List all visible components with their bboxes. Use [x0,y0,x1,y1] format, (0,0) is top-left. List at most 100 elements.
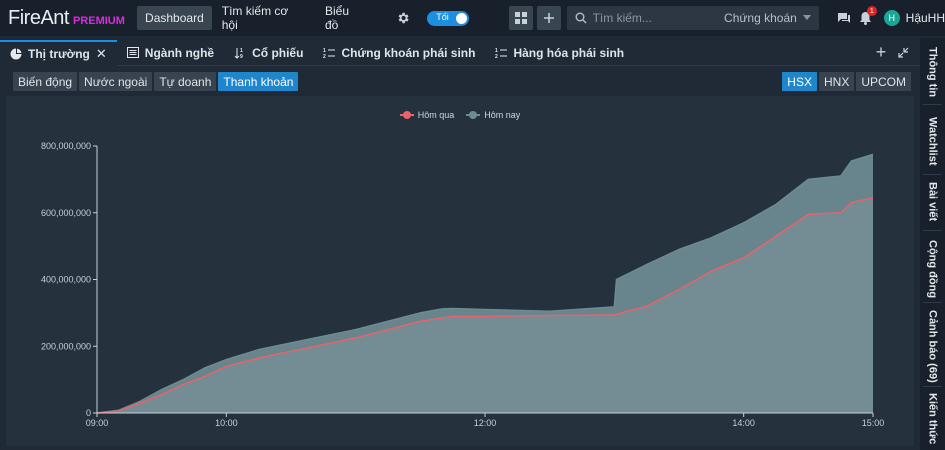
search-input[interactable]: Tìm kiếm... [592,11,652,25]
legend-swatch-today [466,111,481,119]
notification-badge: 1 [866,6,877,16]
exchange-selector: HSX HNX UPCOM [780,72,911,91]
search-box[interactable]: Tìm kiếm... Chứng khoán [566,6,819,30]
chat-icon[interactable] [837,12,851,25]
avatar[interactable]: H [883,10,900,26]
sidebar-item-info[interactable]: Thông tin [920,42,945,102]
legend-swatch-yesterday [399,111,414,119]
exchange-hnx[interactable]: HNX [818,72,855,91]
sort-icon: 19 [234,47,243,59]
exchange-hsx[interactable]: HSX [782,72,817,91]
plot-area: 0 200,000,000 400,000,000 600,000,000 800,00… [41,141,884,428]
chevron-down-icon [802,15,811,20]
sidebar-item-community-label: Cộng đồng [926,239,939,299]
sidebar-divider [923,230,942,231]
legend-label-today: Hôm nay [484,110,521,120]
logo-text: FireAnt [8,6,69,29]
notification-bell[interactable]: 1 [859,6,877,25]
numbered-list-icon: 12 [323,48,336,59]
market-subtabs: Biến động Nước ngoài Tự doanh Thanh khoả… [13,72,300,91]
nav-dashboard[interactable]: Dashboard [137,6,212,30]
series-line-yesterday [96,196,874,414]
tab-commodity-derivatives-label: Hàng hóa phái sinh [513,45,625,60]
sidebar-item-watchlist[interactable]: Watchlist [920,110,945,172]
y-tick-label: 400,000,000 [41,275,91,285]
search-scope-select[interactable]: Chứng khoán [724,11,797,25]
top-bar: FireAnt PREMIUM Dashboard Tìm kiếm cơ hộ… [0,0,945,36]
collapse-icon[interactable] [892,47,914,58]
nav-opportunity-search[interactable]: Tìm kiếm cơ hội [221,4,289,32]
x-tick-label: 15:00 [862,418,885,428]
tab-stocks-label: Cổ phiếu [252,45,304,60]
sidebar-item-posts-label: Bài viết [926,182,939,222]
y-tick-label: 600,000,000 [41,208,91,218]
svg-text:1: 1 [495,48,498,54]
liquidity-chart: 0 200,000,000 400,000,000 600,000,000 800,00… [41,141,884,428]
exchange-upcom[interactable]: UPCOM [856,72,911,91]
sidebar-item-community[interactable]: Cộng đồng [920,238,945,300]
svg-text:2: 2 [323,54,326,59]
sidebar-divider [923,174,942,175]
close-icon[interactable]: ✕ [95,45,107,61]
sidebar-item-knowledge-label: Kiến thức [926,393,939,445]
tab-industry-label: Ngành nghề [144,45,215,60]
pie-chart-icon [10,48,22,59]
sidebar-item-posts[interactable]: Bài viết [920,176,945,228]
sidebar-item-watchlist-label: Watchlist [926,116,939,166]
subtab-volatility[interactable]: Biến động [13,72,78,91]
tab-industry[interactable]: Ngành nghề [117,40,224,66]
logo[interactable]: FireAnt PREMIUM [0,7,137,30]
numbered-list-icon: 12 [495,48,508,59]
username[interactable]: HậuHH [905,11,945,25]
svg-text:9: 9 [240,54,243,59]
add-tab-button[interactable]: + [875,42,887,62]
subtab-proprietary[interactable]: Tự doanh [154,72,217,91]
nav-charts[interactable]: Biểu đồ [325,4,350,32]
legend-item-today[interactable]: Hôm nay [466,110,520,120]
x-tick-label: 12:00 [474,418,497,428]
x-tick-label: 09:00 [86,418,109,428]
sidebar-item-alerts[interactable]: Cảnh báo (69) [920,306,945,386]
plus-icon [543,13,554,23]
toggle-knob [455,12,467,24]
theme-toggle[interactable]: Tối [427,10,469,26]
list-icon [126,47,139,58]
series-area-yesterday [97,197,873,413]
sidebar-item-info-label: Thông tin [926,46,939,98]
svg-text:1: 1 [240,48,243,54]
tab-market-label: Thị trường [28,46,90,61]
chart-legend: Hôm qua Hôm nay [0,110,920,120]
tab-actions: + [870,42,920,63]
tab-derivatives-label: Chứng khoán phái sinh [341,45,476,60]
x-tick-label: 10:00 [215,418,238,428]
legend-label-yesterday: Hôm qua [417,110,455,120]
legend-item-yesterday[interactable]: Hôm qua [399,110,455,120]
svg-text:2: 2 [495,54,498,59]
sidebar-divider [923,302,942,303]
gear-icon[interactable] [391,6,415,30]
x-tick-label: 14:00 [732,418,755,428]
right-sidebar: Thông tin Watchlist Bài viết Cộng đồng C… [920,38,945,450]
search-icon [575,12,587,24]
y-tick-label: 800,000,000 [41,141,91,151]
sidebar-divider [923,386,942,387]
layout-grid-button[interactable] [508,6,533,30]
svg-text:1: 1 [323,48,326,54]
premium-badge: PREMIUM [72,14,125,27]
y-tick-label: 200,000,000 [41,341,91,351]
sidebar-item-knowledge[interactable]: Kiến thức [920,390,945,448]
add-button[interactable] [536,6,561,30]
y-tick-label: 0 [86,408,91,418]
theme-toggle-label: Tối [436,11,449,22]
subtab-foreign[interactable]: Nước ngoài [79,72,153,91]
subtab-liquidity[interactable]: Thanh khoản [218,72,299,91]
tab-market[interactable]: Thị trường ✕ [0,39,117,66]
series-line-today [96,153,874,414]
sidebar-item-alerts-label: Cảnh báo (69) [926,309,939,383]
grid-icon [514,12,527,24]
